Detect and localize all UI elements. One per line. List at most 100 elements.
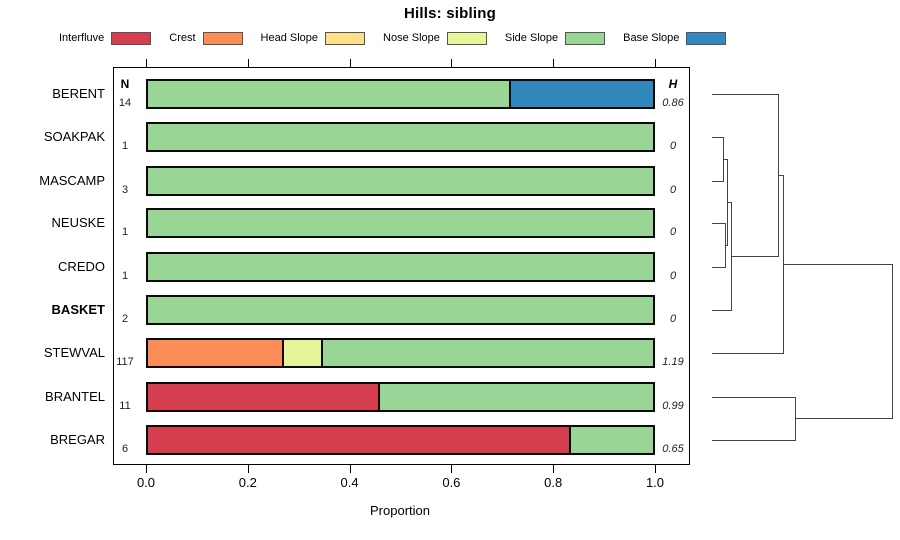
stacked-bar-berent [146, 79, 655, 109]
legend-item-side-slope: Side Slope [504, 31, 606, 45]
legend-item-interfluve: Interfluve [59, 31, 152, 45]
row-n-value: 117 [116, 356, 134, 368]
dendrogram-segment [892, 264, 893, 419]
bar-segment-side-slope [568, 427, 653, 453]
x-tick-bottom [451, 465, 453, 473]
x-tick-top [655, 59, 656, 67]
stacked-bar-brantel [146, 382, 655, 412]
row-n-value: 2 [121, 313, 129, 325]
x-tick-bottom [247, 465, 249, 473]
bar-segment-side-slope [320, 340, 653, 366]
row-label-neuske: NEUSKE [51, 215, 105, 230]
dendrogram-segment [795, 418, 892, 419]
row-label-soakpak: SOAKPAK [43, 129, 105, 144]
x-tick-top [247, 59, 249, 67]
dendrogram-segment [712, 137, 723, 138]
legend-label: Nose Slope [383, 32, 440, 44]
row-n-value: 14 [118, 97, 132, 109]
row-h-value: 0.99 [662, 400, 684, 412]
x-tick-bottom [146, 465, 147, 473]
row-h-value: 0 [669, 184, 677, 196]
x-tick-top [451, 59, 453, 67]
x-tick-label: 0.4 [340, 475, 359, 490]
x-tick-label: 0.8 [544, 475, 563, 490]
x-tick-bottom [553, 465, 555, 473]
row-h-value: 1.19 [662, 356, 684, 368]
stacked-bar-soakpak [146, 122, 655, 152]
bar-segment-side-slope [148, 81, 509, 107]
legend-swatch-head-slope [325, 31, 366, 45]
bar-segment-side-slope [148, 210, 653, 236]
dendrogram-segment [723, 159, 727, 160]
stacked-bar-credo [146, 252, 655, 282]
row-label-stewval: STEWVAL [43, 345, 105, 360]
row-n-value: 1 [121, 140, 129, 152]
legend-swatch-interfluve [111, 31, 152, 45]
row-label-berent: BERENT [52, 86, 105, 101]
x-axis-title: Proportion [370, 503, 430, 518]
x-tick-label: 0.0 [136, 475, 156, 490]
row-h-value: 0 [669, 270, 677, 282]
legend-item-crest: Crest [169, 31, 243, 45]
bar-segment-side-slope [148, 297, 653, 323]
stacked-bar-stewval [146, 338, 655, 368]
x-tick-label: 1.0 [645, 475, 665, 490]
dendrogram-segment [712, 440, 795, 441]
bar-segment-nose-slope [281, 340, 321, 366]
legend-label: Base Slope [623, 32, 680, 44]
row-n-value: 11 [119, 400, 131, 412]
dendrogram-segment [783, 264, 892, 265]
row-h-value: 0 [669, 140, 677, 152]
legend-swatch-nose-slope [446, 31, 487, 45]
x-tick-label: 0.2 [238, 475, 257, 490]
dendrogram-segment [727, 202, 731, 203]
row-label-mascamp: MASCAMP [39, 173, 105, 188]
bar-segment-side-slope [148, 124, 653, 150]
row-n-value: 3 [121, 184, 129, 196]
x-tick-label: 0.6 [442, 475, 461, 490]
dendrogram-segment [712, 353, 783, 354]
legend: Interfluve Crest Head Slope Nose Slope Side … [59, 30, 727, 46]
row-label-brantel: BRANTEL [45, 389, 105, 404]
bar-segment-base-slope [508, 81, 653, 107]
x-tick-top [146, 59, 147, 67]
row-label-basket: BASKET [51, 302, 105, 317]
bar-segment-crest [148, 340, 282, 366]
row-n-value: 6 [121, 443, 129, 455]
legend-swatch-side-slope [565, 31, 606, 45]
stacked-bar-basket [146, 295, 655, 325]
x-tick-top [349, 59, 351, 67]
legend-item-base-slope: Base Slope [623, 31, 727, 45]
chart-title: Hills: sibling [404, 5, 496, 22]
row-h-value: 0.65 [662, 443, 684, 455]
row-label-bregar: BREGAR [50, 432, 105, 447]
row-h-value: 0 [669, 313, 677, 325]
plot-area-box [113, 67, 690, 465]
bar-segment-side-slope [377, 384, 653, 410]
dendrogram-segment [712, 94, 778, 95]
dendrogram-segment [712, 267, 725, 268]
x-tick-top [553, 59, 555, 67]
legend-swatch-crest [202, 31, 243, 45]
row-label-credo: CREDO [58, 259, 105, 274]
dendrogram-segment [712, 181, 723, 182]
dendrogram-segment [712, 223, 725, 224]
dendrogram-segment [712, 310, 731, 311]
legend-item-nose-slope: Nose Slope [383, 31, 487, 45]
bar-segment-interfluve [148, 384, 378, 410]
dendrogram-segment [712, 397, 795, 398]
legend-label: Crest [169, 32, 196, 44]
stacked-bar-bregar [146, 425, 655, 455]
row-n-value: 1 [121, 226, 129, 238]
bar-segment-interfluve [148, 427, 569, 453]
row-h-value: 0.86 [662, 97, 684, 109]
dendrogram-segment [778, 175, 783, 176]
h-column-header: H [668, 77, 678, 91]
legend-label: Side Slope [504, 32, 559, 44]
dendrogram-segment [731, 256, 778, 257]
dendrogram-segment [795, 397, 796, 441]
legend-label: Interfluve [59, 32, 105, 44]
bar-segment-side-slope [148, 254, 653, 280]
legend-label: Head Slope [260, 32, 319, 44]
